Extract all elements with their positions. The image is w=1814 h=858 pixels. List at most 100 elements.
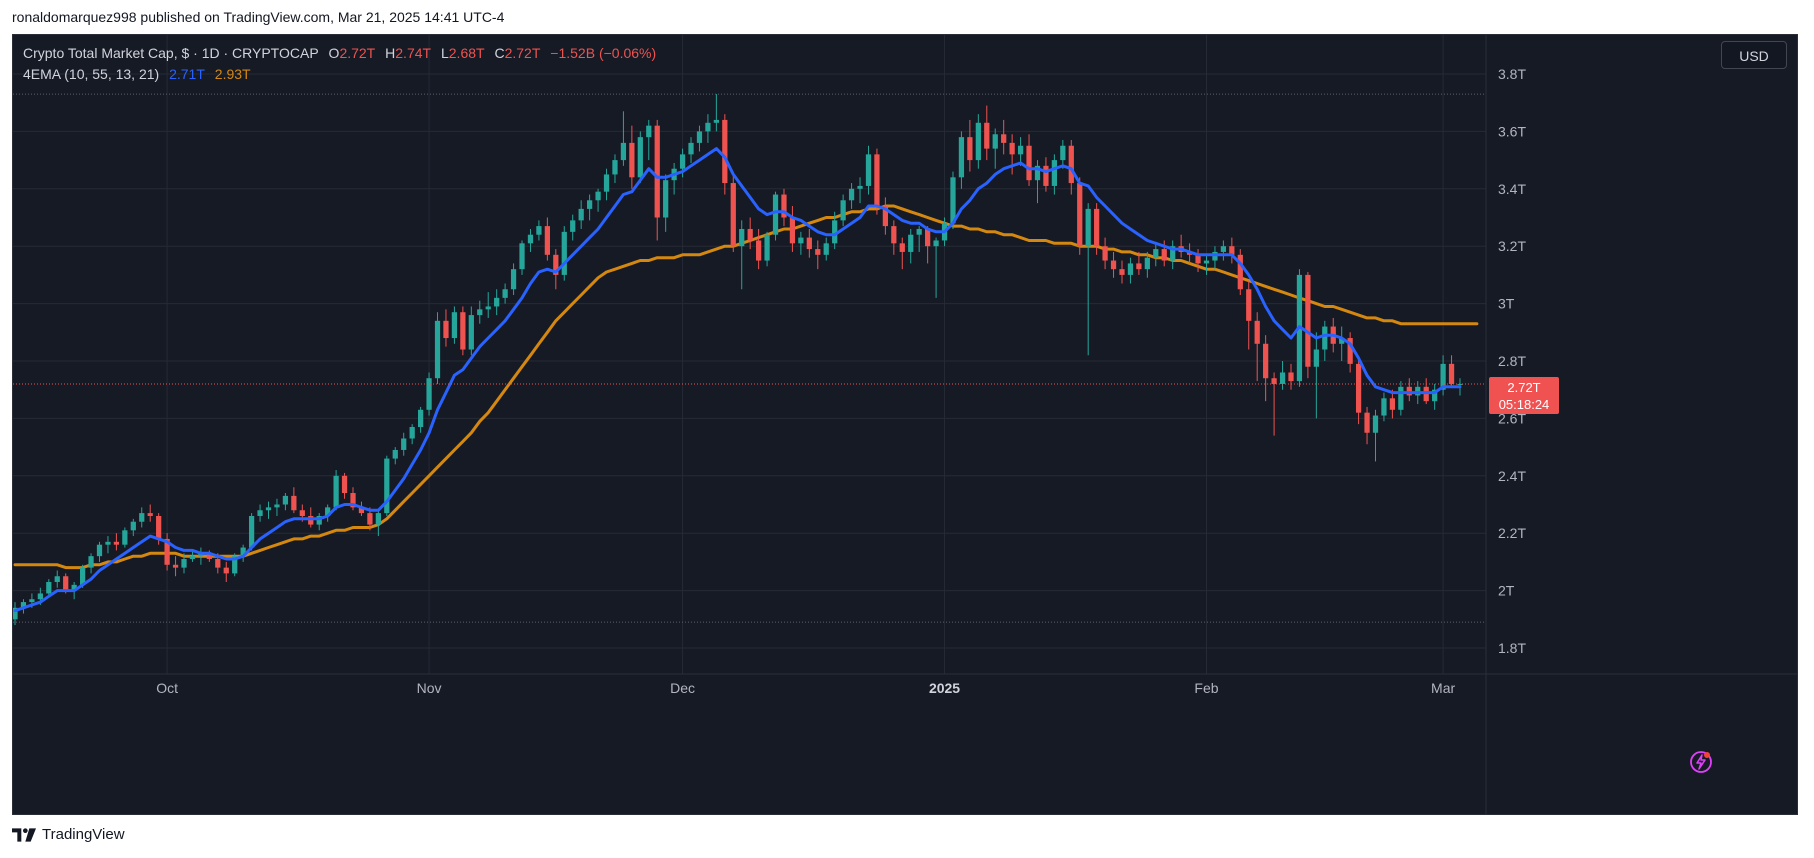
footer-brand[interactable]: TradingView bbox=[42, 826, 125, 843]
ema-slow-line bbox=[13, 204, 1479, 570]
candle bbox=[1110, 251, 1117, 278]
candle-body bbox=[1017, 145, 1024, 155]
candle-body bbox=[1051, 160, 1058, 186]
price-axis[interactable]: 1.8T 2T 2.2T 2.4T 2.6T 2.8T 3T 3.2T 3.4T 3.6T 3.8T bbox=[1498, 66, 1526, 656]
candle-body bbox=[536, 226, 542, 235]
candle bbox=[967, 119, 973, 172]
candle bbox=[426, 372, 432, 416]
ema-slow-path bbox=[13, 204, 1479, 570]
candle bbox=[1034, 160, 1041, 204]
ohlc-legend[interactable]: Crypto Total Market Cap, $ · 1D · CRYPTO… bbox=[23, 45, 656, 61]
candle bbox=[544, 217, 550, 261]
candle bbox=[181, 553, 187, 574]
candle bbox=[1077, 177, 1083, 255]
chart-area[interactable]: 1.8T 2T 2.2T 2.4T 2.6T 2.8T 3T 3.2T 3.4T 3.6T 3.8T… bbox=[12, 34, 1798, 815]
candle bbox=[1448, 355, 1455, 387]
candle bbox=[857, 177, 863, 204]
candle-body bbox=[274, 504, 280, 508]
x-tick-label: 2025 bbox=[929, 680, 960, 696]
candle bbox=[1085, 203, 1091, 356]
candle-body bbox=[1313, 349, 1319, 367]
candle bbox=[274, 498, 280, 516]
candle bbox=[1381, 392, 1387, 422]
currency-button[interactable]: USD bbox=[1721, 41, 1787, 69]
candle bbox=[899, 237, 905, 270]
candle bbox=[1060, 140, 1066, 169]
candle bbox=[1254, 312, 1260, 382]
candle bbox=[468, 306, 474, 356]
candle-body bbox=[164, 538, 170, 565]
candle bbox=[832, 211, 838, 250]
ema-fast-value: 2.71T bbox=[169, 66, 205, 82]
candle-body bbox=[1102, 246, 1108, 261]
candlestick-chart[interactable]: 1.8T 2T 2.2T 2.4T 2.6T 2.8T 3T 3.2T 3.4T 3.6T 3.8T… bbox=[13, 35, 1798, 815]
tradingview-logo-icon[interactable] bbox=[12, 827, 36, 842]
candle bbox=[1203, 254, 1210, 275]
publisher-line: ronaldomarquez998 published on TradingVi… bbox=[12, 9, 505, 25]
candle bbox=[663, 174, 669, 232]
candle bbox=[1127, 257, 1134, 284]
candle bbox=[1237, 249, 1243, 295]
candle bbox=[612, 154, 618, 184]
candle-body bbox=[646, 125, 652, 138]
candle-body bbox=[46, 581, 52, 594]
candle-body bbox=[494, 297, 500, 307]
candle-body bbox=[578, 208, 584, 221]
y-tick-label: 2T bbox=[1498, 583, 1515, 599]
high-value: 2.74T bbox=[395, 45, 432, 61]
candle bbox=[392, 447, 398, 465]
candle bbox=[519, 240, 525, 275]
candle-body bbox=[299, 510, 305, 516]
candle bbox=[1229, 237, 1235, 264]
candle bbox=[139, 507, 145, 528]
candle-body bbox=[1153, 249, 1159, 258]
candle bbox=[781, 188, 787, 227]
candle-body bbox=[705, 122, 711, 132]
candle bbox=[1406, 378, 1412, 402]
candle-body bbox=[1339, 338, 1345, 344]
candle-body bbox=[37, 593, 43, 600]
candle bbox=[1364, 406, 1370, 445]
candle bbox=[265, 501, 272, 519]
candle-body bbox=[265, 507, 272, 511]
candle bbox=[1313, 332, 1319, 419]
indicator-title[interactable]: 4EMA (10, 55, 13, 21) bbox=[23, 66, 160, 82]
lightning-icon[interactable] bbox=[1689, 750, 1713, 774]
candle bbox=[1170, 240, 1176, 270]
candle bbox=[384, 455, 390, 516]
indicator-legend[interactable]: 4EMA (10, 55, 13, 21) 2.71T 2.93T bbox=[23, 66, 251, 82]
candle bbox=[282, 493, 289, 511]
candle bbox=[570, 214, 576, 241]
candle bbox=[122, 527, 128, 548]
candle bbox=[1102, 237, 1108, 270]
candle-body bbox=[1347, 338, 1353, 364]
candle-body bbox=[865, 154, 872, 186]
candle-body bbox=[1085, 208, 1091, 247]
candle-body bbox=[401, 438, 407, 450]
candle bbox=[1389, 389, 1396, 419]
candle bbox=[1288, 363, 1294, 390]
candle bbox=[1153, 243, 1159, 267]
candle bbox=[1279, 361, 1286, 390]
candle bbox=[730, 174, 736, 252]
y-tick-label: 3T bbox=[1498, 296, 1515, 312]
candle-body bbox=[392, 449, 398, 459]
candle bbox=[992, 128, 998, 169]
candle bbox=[375, 510, 381, 537]
candle bbox=[958, 131, 965, 189]
candle bbox=[1432, 383, 1438, 410]
candle-body bbox=[1288, 372, 1294, 382]
candle-body bbox=[857, 185, 863, 189]
candle-body bbox=[477, 309, 483, 316]
candle-body bbox=[54, 576, 60, 582]
time-axis[interactable]: Oct Nov Dec 2025 Feb Mar bbox=[156, 680, 1455, 696]
candle-body bbox=[561, 231, 567, 275]
candle bbox=[1001, 119, 1007, 155]
candle-body bbox=[1060, 145, 1066, 161]
candle-body bbox=[409, 427, 415, 439]
candle-body bbox=[502, 289, 508, 298]
candle-body bbox=[1246, 289, 1252, 321]
candle-body bbox=[654, 125, 660, 218]
x-tick-label: Oct bbox=[156, 680, 178, 696]
symbol-title[interactable]: Crypto Total Market Cap, $ · 1D · CRYPTO… bbox=[23, 45, 319, 61]
